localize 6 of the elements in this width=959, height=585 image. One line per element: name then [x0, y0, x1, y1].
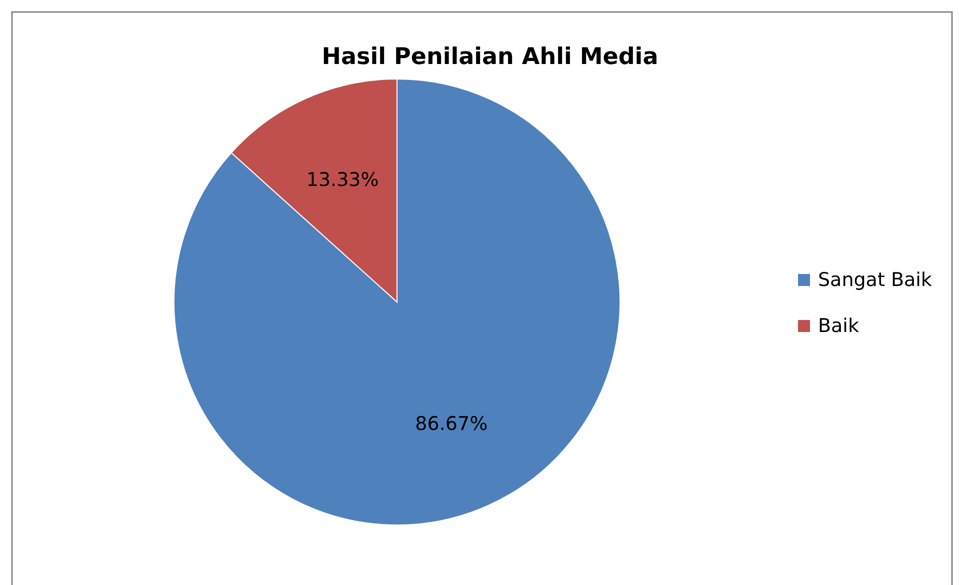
chart-title: Hasil Penilaian Ahli Media: [322, 44, 658, 70]
data-label: 13.33%: [306, 168, 379, 191]
legend-label: Sangat Baik: [818, 269, 932, 291]
pie-slice: [174, 78, 620, 526]
legend-label: Baik: [818, 315, 859, 337]
data-label: 86.67%: [415, 413, 488, 436]
